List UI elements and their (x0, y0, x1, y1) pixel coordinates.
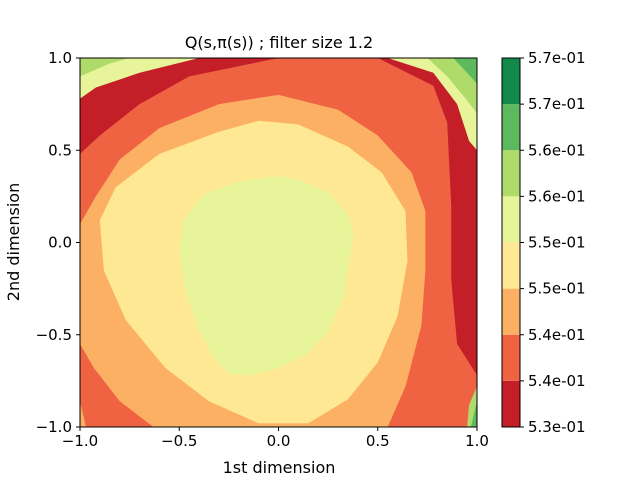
colorbar-tick-label: 5.5e-01 (528, 280, 586, 298)
y-axis-label: 2nd dimension (4, 183, 23, 301)
colorbar-tick-label: 5.3e-01 (528, 418, 586, 436)
contour-region-7 (80, 401, 86, 427)
colorbar-segment (502, 104, 520, 151)
colorbar-tick-label: 5.5e-01 (528, 234, 586, 252)
x-axis: −1.0 −0.5 0.0 0.5 1.0 (62, 427, 489, 450)
colorbar-tick-label: 5.6e-01 (528, 141, 586, 159)
x-tick-label: 0.0 (267, 432, 291, 450)
colorbar-segment (502, 58, 520, 105)
colorbar-segment (502, 334, 520, 381)
y-tick-label: −1.0 (36, 418, 72, 436)
colorbar-segment (502, 196, 520, 243)
contour-region-3 (179, 176, 354, 376)
y-tick-label: 0.5 (48, 141, 72, 159)
x-tick-label: −1.0 (62, 432, 98, 450)
colorbar-segment (502, 380, 520, 427)
contour-region-11 (427, 58, 477, 114)
x-tick-label: 0.5 (366, 432, 390, 450)
x-tick-label: 1.0 (465, 432, 489, 450)
colorbar-tick-label: 5.7e-01 (528, 95, 586, 113)
contour-region-6 (471, 401, 477, 427)
colorbar-tick-label: 5.4e-01 (528, 326, 586, 344)
y-axis: −1.0 −0.5 0.0 0.5 1.0 (36, 49, 80, 436)
plot-area (79, 57, 478, 428)
colorbar-segment (502, 242, 520, 289)
chart-title: Q(s,π(s)) ; filter size 1.2 (185, 33, 373, 52)
x-axis-label: 1st dimension (223, 458, 336, 477)
colorbar: 5.3e-01 5.4e-01 5.4e-01 5.5e-01 5.5e-01 5.6e-… (501, 49, 586, 436)
y-tick-label: 1.0 (48, 49, 72, 67)
y-tick-label: 0.0 (48, 234, 72, 252)
contour-region-12 (453, 58, 477, 84)
colorbar-segment (502, 288, 520, 335)
colorbar-tick-label: 5.6e-01 (528, 187, 586, 205)
x-tick-label: −0.5 (161, 432, 197, 450)
contour-region-8 (80, 58, 200, 99)
colorbar-tick-label: 5.4e-01 (528, 372, 586, 390)
colorbar-segment (502, 150, 520, 197)
y-tick-label: −0.5 (36, 326, 72, 344)
colorbar-tick-label: 5.7e-01 (528, 49, 586, 67)
contour-region-9 (80, 58, 130, 77)
